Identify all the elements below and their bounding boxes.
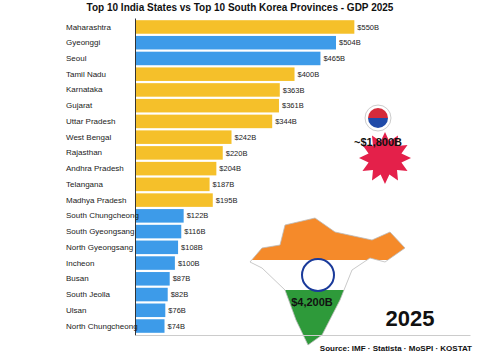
bar xyxy=(135,83,280,97)
bar xyxy=(135,20,354,34)
tick: West Bengal xyxy=(66,133,111,142)
data-label: $344B xyxy=(275,117,297,126)
tick: Rajasthan xyxy=(66,148,102,157)
tick: Uttar Pradesh xyxy=(66,117,115,126)
tick-label: Andhra Pradesh xyxy=(66,164,124,173)
tick-label: Madhya Pradesh xyxy=(66,196,126,205)
data-label: $122B xyxy=(187,211,209,220)
tick: Maharashtra xyxy=(66,23,111,32)
tick-label: Gyeonggi xyxy=(66,38,100,47)
tick-label: South Gyeongsang xyxy=(66,227,135,236)
data-label: $195B xyxy=(216,196,238,205)
tick: Seoul xyxy=(66,54,87,63)
x-axis xyxy=(136,335,471,336)
bar xyxy=(135,115,272,129)
tick: Tamil Nadu xyxy=(66,70,106,79)
bar xyxy=(135,36,336,50)
bar xyxy=(135,67,295,81)
tick: South Jeolla xyxy=(66,290,111,299)
tick-label: Karnataka xyxy=(66,85,103,94)
tick-label: Incheon xyxy=(66,259,94,268)
tick-label: Maharashtra xyxy=(66,23,111,32)
bar xyxy=(135,193,213,207)
tick-label: Ulsan xyxy=(66,306,86,315)
data-label: $400B xyxy=(298,70,320,79)
chart: Top 10 India States vs Top 10 South Kore… xyxy=(0,0,480,360)
tick-label: Tamil Nadu xyxy=(66,70,106,79)
bar xyxy=(135,52,320,66)
data-label: $465B xyxy=(323,54,345,63)
bar xyxy=(135,146,223,160)
bar xyxy=(135,162,216,176)
tick: Telangana xyxy=(66,180,103,189)
bar xyxy=(135,272,170,286)
tick-label: Telangana xyxy=(66,180,103,189)
tick-label: West Bengal xyxy=(66,133,111,142)
x-axis-line xyxy=(136,335,471,336)
tick: Gujarat xyxy=(66,101,93,110)
bar xyxy=(135,319,165,333)
tick-label: South Jeolla xyxy=(66,290,111,299)
bar xyxy=(135,304,165,318)
data-label: $108B xyxy=(181,243,203,252)
data-label: $116B xyxy=(184,227,205,236)
bar xyxy=(135,288,168,302)
data-label: $100B xyxy=(178,259,200,268)
data-label: $204B xyxy=(219,164,241,173)
bar xyxy=(135,209,184,223)
bar xyxy=(135,225,181,239)
tick-label: Uttar Pradesh xyxy=(66,117,115,126)
tick: Gyeonggi xyxy=(66,38,100,47)
tick: North Gyeongsang xyxy=(66,243,133,252)
tick-label: Seoul xyxy=(66,54,87,63)
tick: Madhya Pradesh xyxy=(66,196,126,205)
title: Top 10 India States vs Top 10 South Kore… xyxy=(87,2,394,13)
y-axis-line xyxy=(135,19,136,336)
bar xyxy=(135,99,279,113)
data-labels: $550B $504B $465B$400B $363B $361B $344B $242B… xyxy=(168,23,380,331)
annotation: 2025 xyxy=(386,306,435,331)
annotation: $4,200B xyxy=(291,296,333,308)
tick: North Chungcheong xyxy=(66,322,138,331)
tick-label: North Gyeongsang xyxy=(66,243,133,252)
tick-label: Rajasthan xyxy=(66,148,102,157)
tick: Karnataka xyxy=(66,85,103,94)
bar xyxy=(135,130,232,144)
data-label: $74B xyxy=(168,322,186,331)
tick: Busan xyxy=(66,274,89,283)
data-label: $550B xyxy=(357,23,379,32)
data-label: $82B xyxy=(171,290,189,299)
tick: Incheon xyxy=(66,259,94,268)
tick: Andhra Pradesh xyxy=(66,164,124,173)
data-label: $363B xyxy=(283,86,305,95)
bars xyxy=(135,20,354,333)
data-label: $242B xyxy=(235,133,257,142)
bar xyxy=(135,178,210,192)
annotation: Source: IMF · Statista · MoSPI · KOSTAT xyxy=(320,344,472,353)
tick-label: North Chungcheong xyxy=(66,322,138,331)
tick: South Gyeongsang xyxy=(66,227,135,236)
bar xyxy=(135,256,175,270)
bar xyxy=(135,241,178,255)
data-label: $87B xyxy=(173,274,191,283)
tick: Ulsan xyxy=(66,306,86,315)
data-label: $504B xyxy=(339,38,361,47)
annotation: ~$1,800B xyxy=(354,136,402,148)
y-axis: Maharashtra Gyeonggi Seoul Tamil Nadu Karnat… xyxy=(66,19,139,336)
data-label: $361B xyxy=(282,101,304,110)
tick: South Chungcheong xyxy=(66,211,139,220)
data-label: $187B xyxy=(213,180,235,189)
tick-label: Gujarat xyxy=(66,101,93,110)
tick-label: Busan xyxy=(66,274,89,283)
data-label: $76B xyxy=(168,306,186,315)
data-label: $220B xyxy=(226,149,248,158)
tick-label: South Chungcheong xyxy=(66,211,139,220)
